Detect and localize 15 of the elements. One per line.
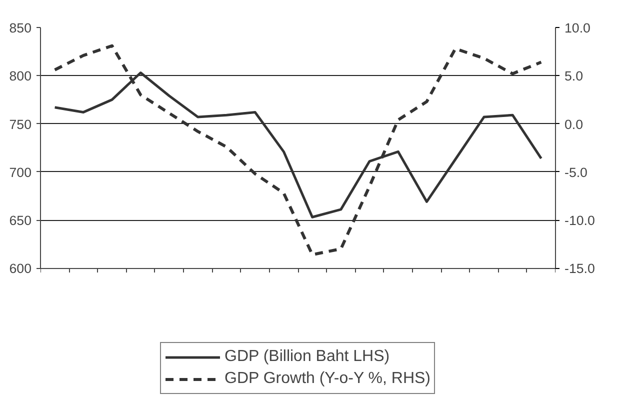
y-tick-label: 600	[9, 261, 32, 276]
y2-tick-label: -15.0	[564, 261, 595, 276]
line-series	[53, 44, 543, 256]
y-tick-label: 800	[9, 68, 32, 84]
legend-label: GDP (Billion Baht LHS)	[224, 348, 390, 366]
legend-label: GDP Growth (Y-o-Y %, RHS)	[224, 370, 430, 388]
y2-tick-label: 5.0	[564, 68, 584, 84]
y-tick-label: 700	[9, 164, 32, 180]
y2-tick-label: 0.0	[564, 116, 584, 132]
y2-tick-label: 10.0	[564, 20, 590, 36]
y2-tick-label: -10.0	[564, 213, 595, 228]
y2-tick-label: -5.0	[564, 164, 588, 180]
y-tick-label: 850	[9, 20, 32, 36]
y-tick-label: 750	[9, 116, 32, 132]
y-tick-label: 650	[9, 213, 32, 228]
